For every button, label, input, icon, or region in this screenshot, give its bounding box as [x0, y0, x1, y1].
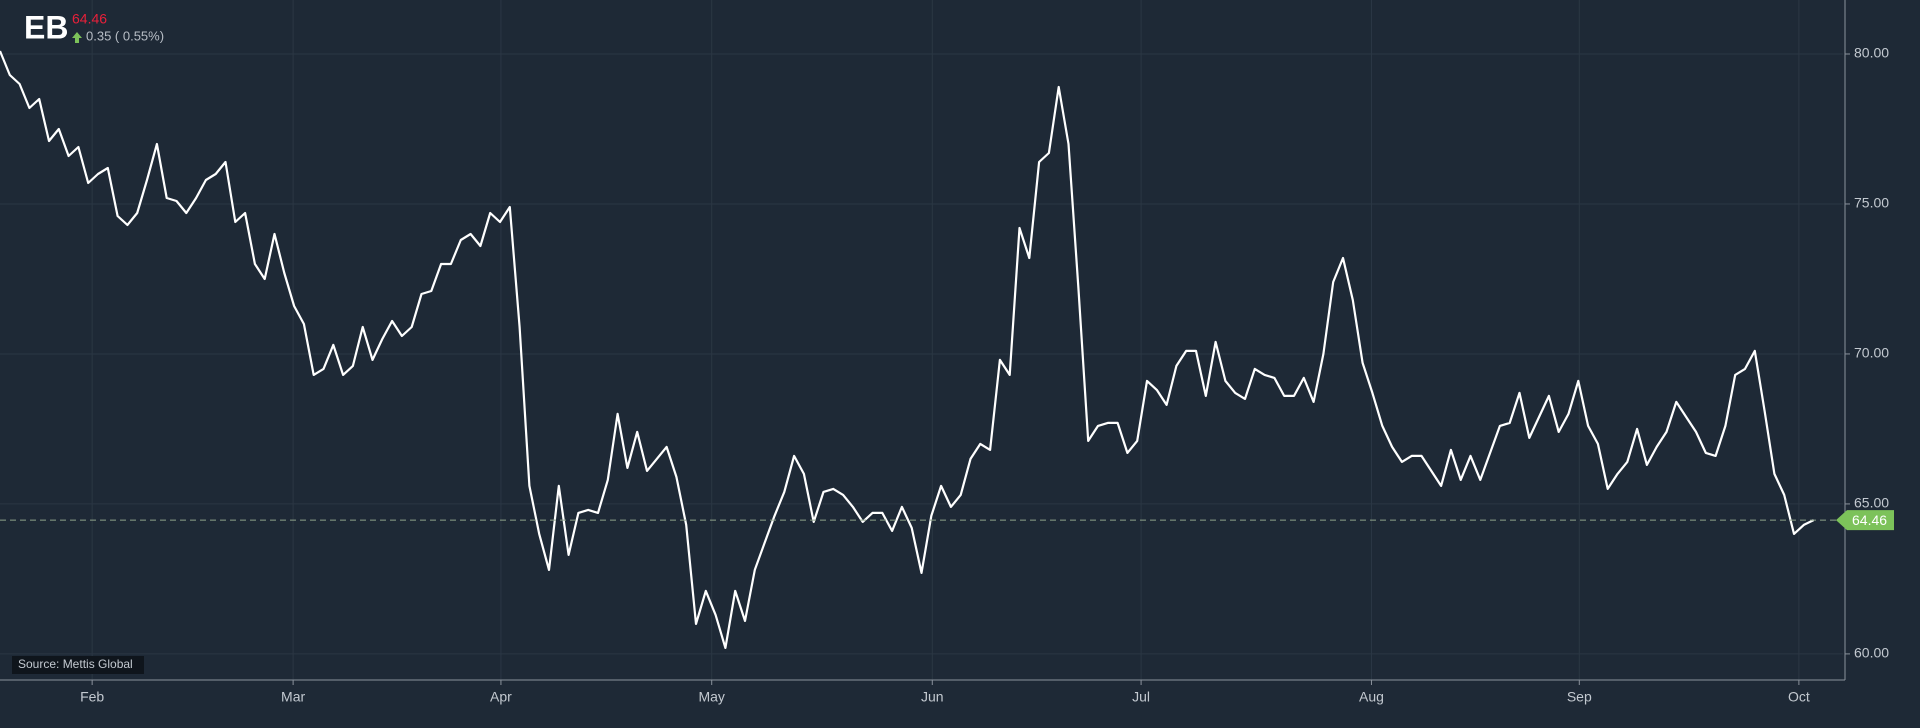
last-price-tag: [1836, 510, 1894, 531]
x-tick-label: Sep: [1567, 689, 1592, 705]
y-tick-label: 70.00: [1854, 345, 1889, 361]
x-tick-label: Aug: [1359, 689, 1384, 705]
x-tick-label: May: [698, 689, 724, 705]
y-tick-label: 75.00: [1854, 195, 1889, 211]
x-tick-label: Apr: [490, 689, 512, 705]
y-tick-label: 65.00: [1854, 495, 1889, 511]
last-price-label: 64.46: [1852, 512, 1887, 528]
change: 0.35 ( 0.55%): [86, 28, 164, 43]
x-tick-label: Jun: [921, 689, 944, 705]
source-box: [12, 656, 144, 674]
source: Source: Mettis Global: [18, 657, 133, 671]
x-tick-label: Feb: [80, 689, 104, 705]
x-tick-label: Mar: [281, 689, 305, 705]
grid: [0, 0, 1843, 680]
y-tick-label: 80.00: [1854, 45, 1889, 61]
price: 64.46: [72, 11, 107, 27]
y-tick-label: 60.00: [1854, 645, 1889, 661]
symbol: EB: [24, 9, 68, 45]
x-tick-label: Oct: [1788, 689, 1810, 705]
price-line: [0, 50, 1815, 649]
plot: [0, 50, 1843, 649]
up-arrow: [72, 32, 82, 43]
x-tick-label: Jul: [1132, 689, 1150, 705]
